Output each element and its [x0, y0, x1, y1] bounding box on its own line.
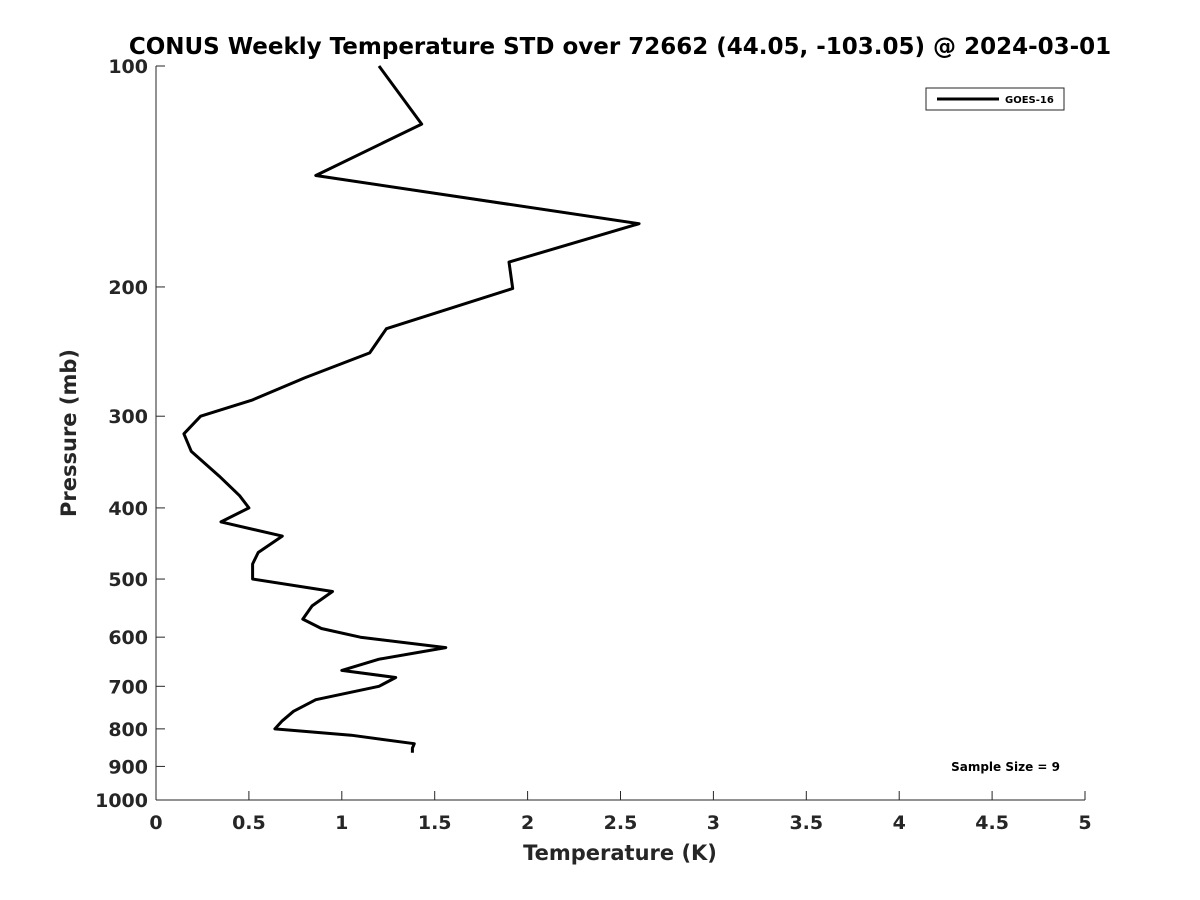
legend-label-goes-16: GOES-16: [1005, 95, 1054, 106]
x-tick-label: 1.5: [418, 812, 452, 834]
x-tick-label: 2.5: [604, 812, 638, 834]
y-tick-label: 600: [108, 627, 148, 649]
x-tick-label: 5: [1078, 812, 1091, 834]
y-tick-label: 700: [108, 676, 148, 698]
x-axis-ticks: 0 0.5 1 1.5 2 2.5 3 3.5 4 4.5 5: [149, 791, 1092, 834]
y-tick-label: 100: [108, 56, 148, 78]
x-tick-label: 0: [149, 812, 162, 834]
y-tick-label: 200: [108, 277, 148, 299]
x-tick-label: 1: [335, 812, 348, 834]
x-tick-label: 4.5: [975, 812, 1009, 834]
chart-title: CONUS Weekly Temperature STD over 72662 …: [129, 34, 1111, 60]
x-axis-label: Temperature (K): [523, 841, 717, 865]
x-tick-label: 3.5: [789, 812, 823, 834]
plot-area: [155, 66, 1085, 801]
x-tick-label: 4: [893, 812, 906, 834]
sample-size-annotation: Sample Size = 9: [951, 760, 1060, 774]
y-tick-label: 500: [108, 569, 148, 591]
y-tick-label: 1000: [95, 790, 148, 812]
y-tick-label: 300: [108, 406, 148, 428]
series-line-goes-16: [182, 65, 641, 753]
y-tick-label: 800: [108, 719, 148, 741]
x-tick-label: 0.5: [232, 812, 266, 834]
y-tick-label: 400: [108, 498, 148, 520]
y-axis-ticks: 100 200 300 400 500 600 700 800 900 1000: [95, 56, 165, 812]
series-layer: [182, 65, 641, 753]
x-tick-label: 2: [521, 812, 534, 834]
y-axis-label: Pressure (mb): [57, 349, 81, 517]
x-tick-label: 3: [707, 812, 720, 834]
legend: GOES-16: [925, 87, 1065, 111]
y-tick-label: 900: [108, 756, 148, 778]
